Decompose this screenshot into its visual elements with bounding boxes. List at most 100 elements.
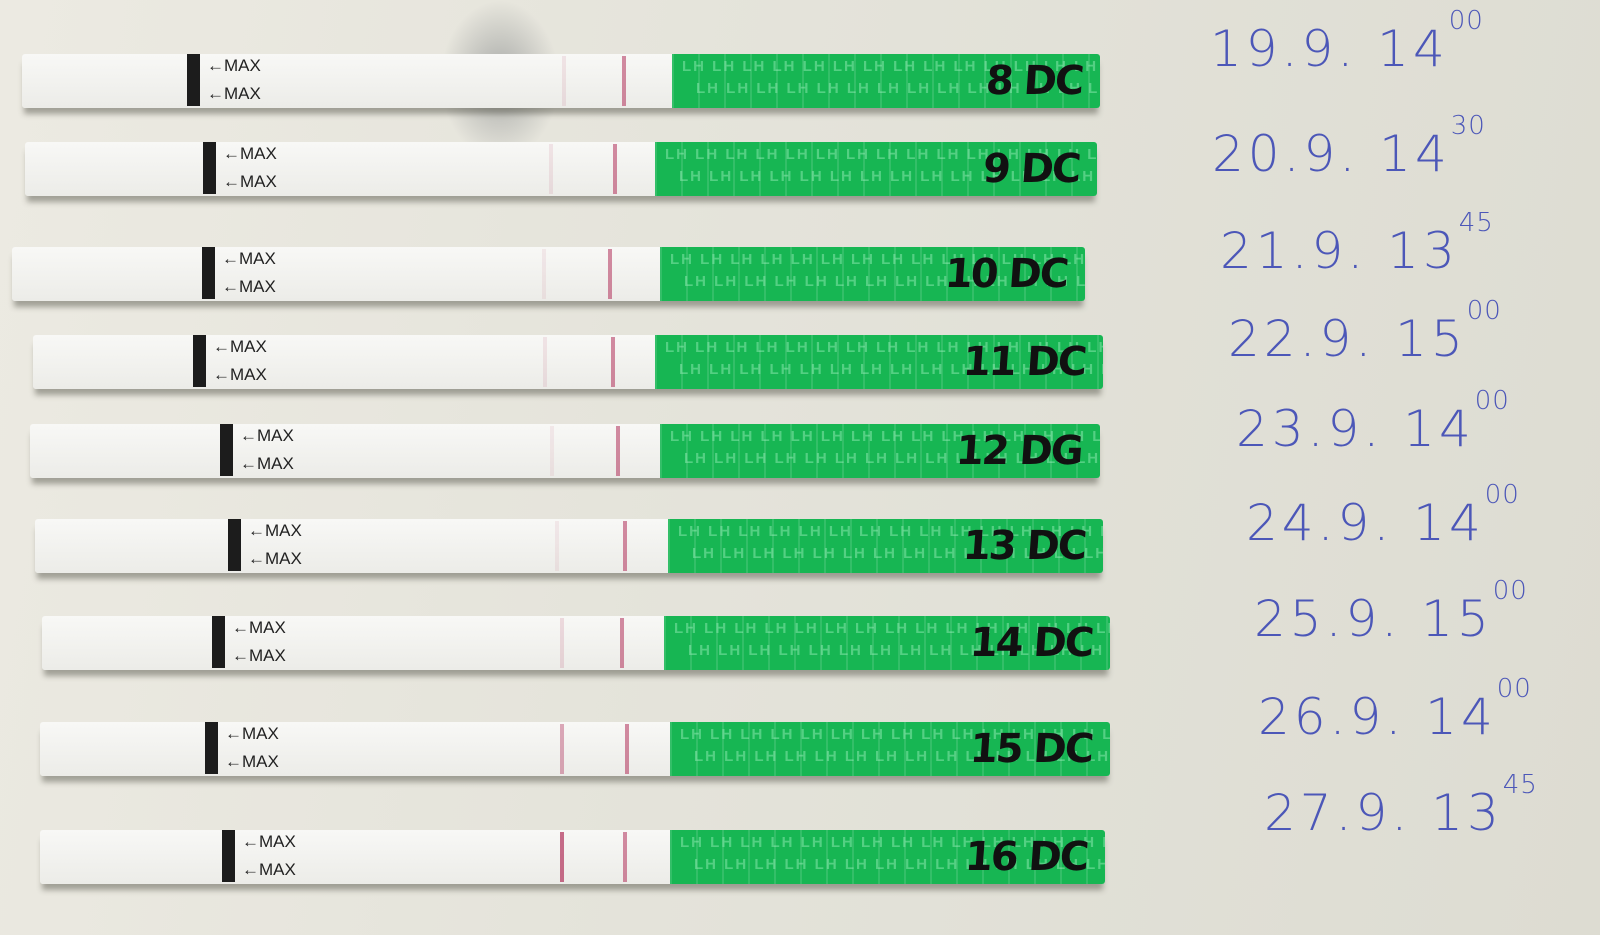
- strip-window: [22, 54, 672, 108]
- strip-handle: LH LH LH LH LH LH LH LH LH LH LH LH LH L…: [655, 335, 1103, 389]
- strip-handle: LH LH LH LH LH LH LH LH LH LH LH LH LH L…: [670, 830, 1105, 884]
- date: 24.9.: [1246, 494, 1394, 552]
- lh-pattern: LH LH LH LH LH LH LH LH LH LH LH LH LH L…: [684, 273, 1085, 290]
- test-date-time: 20.9. 1430: [1212, 111, 1486, 183]
- test-line: [555, 521, 559, 571]
- test-line: [549, 144, 553, 194]
- lh-pattern: LH LH LH LH LH LH LH LH LH LH LH LH LH L…: [679, 361, 1103, 378]
- lh-pattern: LH LH LH LH LH LH LH LH LH LH LH LH LH L…: [679, 168, 1097, 185]
- lh-pattern: LH LH LH LH LH LH LH LH LH LH LH LH LH L…: [670, 428, 1100, 445]
- cycle-day-label: 13 DC: [961, 523, 1087, 569]
- lh-pattern: LH LH LH LH LH LH LH LH LH LH LH LH LH L…: [670, 251, 1085, 268]
- max-marker: ←MAX: [207, 56, 261, 75]
- max-line-bar: [203, 142, 216, 194]
- cycle-day-label: 11 DC: [961, 339, 1087, 385]
- control-line: [616, 426, 620, 476]
- strip-window: [12, 247, 660, 301]
- max-line-bar: [228, 519, 241, 571]
- date: 20.9.: [1212, 125, 1360, 183]
- lh-pattern: LH LH LH LH LH LH LH LH LH LH LH LH LH L…: [688, 642, 1110, 659]
- control-line: [625, 724, 629, 774]
- lh-pattern: LH LH LH LH LH LH LH LH LH LH LH LH LH L…: [684, 450, 1100, 467]
- test-line: [560, 724, 564, 774]
- lh-pattern: LH LH LH LH LH LH LH LH LH LH LH LH LH L…: [678, 523, 1103, 540]
- max-marker: ←MAX: [223, 144, 277, 163]
- strip-handle: LH LH LH LH LH LH LH LH LH LH LH LH LH L…: [664, 616, 1110, 670]
- test-strip: ←MAX ←MAX LH LH LH LH LH LH LH LH LH LH …: [40, 722, 1110, 776]
- minutes: 00: [1466, 296, 1502, 326]
- max-marker: ←MAX: [240, 454, 294, 473]
- date: 26.9.: [1258, 688, 1406, 746]
- max-marker: ←MAX: [207, 84, 261, 103]
- max-marker: ←MAX: [240, 426, 294, 445]
- test-date-time: 26.9. 1400: [1258, 674, 1532, 746]
- max-marker: ←MAX: [213, 337, 267, 356]
- max-line-bar: [212, 616, 225, 668]
- test-strip: ←MAX ←MAX LH LH LH LH LH LH LH LH LH LH …: [40, 830, 1105, 884]
- lh-pattern: LH LH LH LH LH LH LH LH LH LH LH LH LH L…: [680, 834, 1105, 851]
- control-line: [608, 249, 612, 299]
- minutes: 45: [1502, 770, 1538, 800]
- minutes: 00: [1496, 674, 1532, 704]
- max-line-bar: [202, 247, 215, 299]
- lh-pattern: LH LH LH LH LH LH LH LH LH LH LH LH LH L…: [696, 80, 1100, 97]
- strip-window: [40, 830, 670, 884]
- hour: 14: [1377, 20, 1449, 78]
- max-line-bar: [193, 335, 206, 387]
- hour: 14: [1379, 125, 1451, 183]
- strip-handle: LH LH LH LH LH LH LH LH LH LH LH LH LH L…: [668, 519, 1103, 573]
- date: 21.9.: [1220, 222, 1368, 280]
- strip-handle: LH LH LH LH LH LH LH LH LH LH LH LH LH L…: [670, 722, 1110, 776]
- strip-window: [33, 335, 655, 389]
- strip-window: [25, 142, 655, 196]
- test-line: [560, 832, 564, 882]
- lh-pattern: LH LH LH LH LH LH LH LH LH LH LH LH LH L…: [682, 58, 1100, 75]
- cycle-day-label: 15 DC: [968, 726, 1094, 772]
- test-strip: ←MAX ←MAX LH LH LH LH LH LH LH LH LH LH …: [33, 335, 1103, 389]
- strip-window: [30, 424, 660, 478]
- minutes: 00: [1492, 576, 1528, 606]
- test-date-time: 27.9. 1345: [1264, 770, 1538, 842]
- max-marker: ←MAX: [225, 752, 279, 771]
- hour: 15: [1421, 590, 1493, 648]
- max-line-bar: [222, 830, 235, 882]
- strip-handle: LH LH LH LH LH LH LH LH LH LH LH LH LH L…: [655, 142, 1097, 196]
- test-line: [560, 618, 564, 668]
- hour: 15: [1395, 310, 1467, 368]
- date: 19.9.: [1210, 20, 1358, 78]
- test-date-time: 22.9. 1500: [1228, 296, 1502, 368]
- cycle-day-label: 9 DC: [981, 146, 1081, 192]
- max-marker: ←MAX: [225, 724, 279, 743]
- test-line: [550, 426, 554, 476]
- max-marker: ←MAX: [222, 249, 276, 268]
- date: 22.9.: [1228, 310, 1376, 368]
- cycle-day-label: 12 DG: [954, 428, 1084, 474]
- control-line: [623, 832, 627, 882]
- max-line-bar: [205, 722, 218, 774]
- max-marker: ←MAX: [213, 365, 267, 384]
- test-date-time: 24.9. 1400: [1246, 480, 1520, 552]
- max-line-bar: [187, 54, 200, 106]
- test-date-time: 19.9. 1400: [1210, 6, 1484, 78]
- strip-handle: LH LH LH LH LH LH LH LH LH LH LH LH LH L…: [660, 247, 1085, 301]
- max-marker: ←MAX: [248, 521, 302, 540]
- strip-window: [42, 616, 664, 670]
- cycle-day-label: 16 DC: [963, 834, 1089, 880]
- lh-pattern: LH LH LH LH LH LH LH LH LH LH LH LH LH L…: [694, 748, 1110, 765]
- lh-pattern: LH LH LH LH LH LH LH LH LH LH LH LH LH L…: [665, 339, 1103, 356]
- hour: 13: [1431, 784, 1503, 842]
- strip-window: [40, 722, 670, 776]
- hour: 14: [1413, 494, 1485, 552]
- control-line: [613, 144, 617, 194]
- minutes: 45: [1458, 208, 1494, 238]
- test-date-time: 25.9. 1500: [1254, 576, 1528, 648]
- date: 25.9.: [1254, 590, 1402, 648]
- max-marker: ←MAX: [232, 618, 286, 637]
- test-strip: ←MAX ←MAX LH LH LH LH LH LH LH LH LH LH …: [42, 616, 1110, 670]
- test-strip: ←MAX ←MAX LH LH LH LH LH LH LH LH LH LH …: [22, 54, 1100, 108]
- lh-pattern: LH LH LH LH LH LH LH LH LH LH LH LH LH L…: [674, 620, 1110, 637]
- control-line: [611, 337, 615, 387]
- strip-window: [35, 519, 668, 573]
- control-line: [620, 618, 624, 668]
- minutes: 00: [1474, 386, 1510, 416]
